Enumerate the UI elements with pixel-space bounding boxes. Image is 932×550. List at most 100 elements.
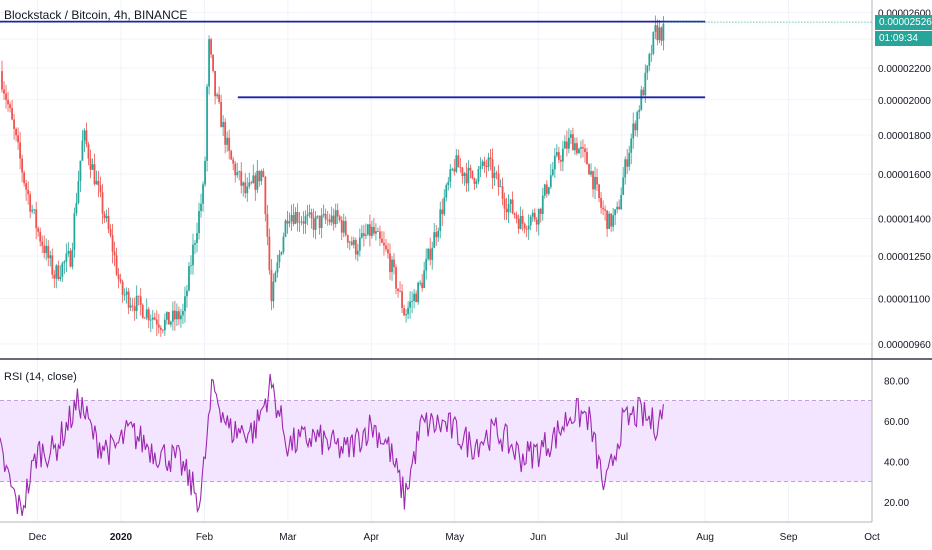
- candle-body: [294, 212, 297, 224]
- candle-body: [399, 290, 401, 292]
- candle-body: [206, 86, 208, 161]
- candle-body: [322, 213, 325, 216]
- candle-body: [421, 282, 424, 289]
- rsi-tick-label: 60.00: [884, 417, 909, 428]
- candle-body: [29, 194, 32, 212]
- candle-body: [256, 170, 259, 190]
- rsi-band: [0, 400, 872, 482]
- candle-body: [413, 293, 416, 302]
- candle-body: [529, 216, 532, 226]
- candle-body: [489, 157, 492, 160]
- candle-body: [222, 122, 225, 128]
- candle-body: [1, 71, 3, 90]
- candle-body: [610, 213, 613, 227]
- candle-body: [568, 137, 570, 149]
- candle-body: [632, 123, 635, 139]
- candle-body: [561, 148, 564, 162]
- candle-body: [280, 252, 283, 255]
- rsi-indicator-title[interactable]: RSI (14, close): [4, 371, 77, 383]
- candle-body: [539, 208, 542, 214]
- candle-body: [407, 307, 409, 315]
- candle-body: [457, 155, 460, 168]
- candle-body: [646, 65, 649, 73]
- candle-body: [477, 169, 480, 182]
- candle-body: [588, 164, 590, 175]
- candle-body: [127, 291, 130, 308]
- candle-body: [437, 230, 440, 238]
- candle-body: [334, 210, 337, 225]
- candle-body: [184, 296, 186, 312]
- candle-body: [210, 39, 212, 55]
- candle-body: [336, 210, 339, 217]
- candle-body: [155, 319, 158, 325]
- candle-body: [628, 152, 631, 167]
- candle-body: [352, 239, 355, 245]
- candle-body: [113, 251, 116, 256]
- time-tick-label: May: [445, 532, 464, 543]
- candle-body: [332, 215, 335, 225]
- candle-body: [441, 209, 444, 215]
- candle-body: [572, 134, 574, 151]
- candle-body: [600, 198, 602, 208]
- candle-body: [228, 137, 231, 151]
- candle-body: [620, 194, 623, 209]
- candle-body: [525, 228, 528, 230]
- rsi-tick-label: 80.00: [884, 376, 909, 387]
- time-tick-label: Apr: [364, 532, 380, 543]
- candle-body: [101, 192, 104, 214]
- price-tick-label: 0.00002600: [878, 9, 931, 20]
- candle-body: [312, 218, 315, 230]
- candle-body: [186, 290, 188, 297]
- candle-body: [182, 311, 184, 316]
- candle-body: [286, 220, 289, 224]
- candle-body: [43, 245, 46, 254]
- candle-body: [9, 104, 11, 108]
- candle-body: [306, 214, 309, 217]
- candle-body: [511, 199, 514, 214]
- candle-body: [491, 159, 494, 179]
- candle-body: [499, 186, 502, 188]
- candle-body: [59, 276, 62, 280]
- candle-body: [314, 216, 317, 230]
- candle-body: [541, 195, 544, 214]
- candle-body: [258, 170, 261, 182]
- candle-body: [509, 199, 512, 205]
- candle-body: [379, 231, 381, 239]
- candle-body: [81, 140, 84, 161]
- candle-body: [31, 209, 34, 212]
- candle-body: [19, 142, 22, 159]
- candle-body: [236, 172, 239, 176]
- candle-body: [135, 295, 138, 312]
- candle-body: [419, 282, 422, 284]
- candle-body: [69, 250, 72, 267]
- candle-body: [616, 206, 619, 210]
- candle-body: [387, 249, 389, 254]
- candle-body: [513, 213, 516, 216]
- candle-body: [433, 232, 436, 248]
- candle-body: [268, 236, 271, 271]
- candle-body: [173, 310, 176, 320]
- candle-body: [584, 148, 586, 153]
- price-candles: [1, 15, 665, 337]
- candle-body: [521, 215, 524, 224]
- candle-body: [143, 317, 146, 319]
- candle-body: [117, 274, 120, 280]
- candle-body: [614, 209, 617, 216]
- candle-body: [55, 265, 58, 279]
- candle-body: [451, 168, 454, 170]
- candle-body: [447, 181, 450, 186]
- candle-body: [493, 172, 496, 179]
- candle-body: [276, 262, 279, 273]
- candle-body: [362, 233, 365, 236]
- candle-body: [252, 175, 255, 184]
- candle-body: [192, 244, 194, 266]
- candle-body: [224, 122, 227, 145]
- candle-body: [67, 250, 70, 254]
- candle-body: [644, 72, 647, 96]
- candle-body: [107, 216, 110, 230]
- candle-body: [427, 248, 430, 259]
- candle-body: [505, 208, 508, 213]
- candle-body: [570, 134, 572, 138]
- candle-body: [411, 301, 414, 302]
- candle-body: [190, 265, 192, 267]
